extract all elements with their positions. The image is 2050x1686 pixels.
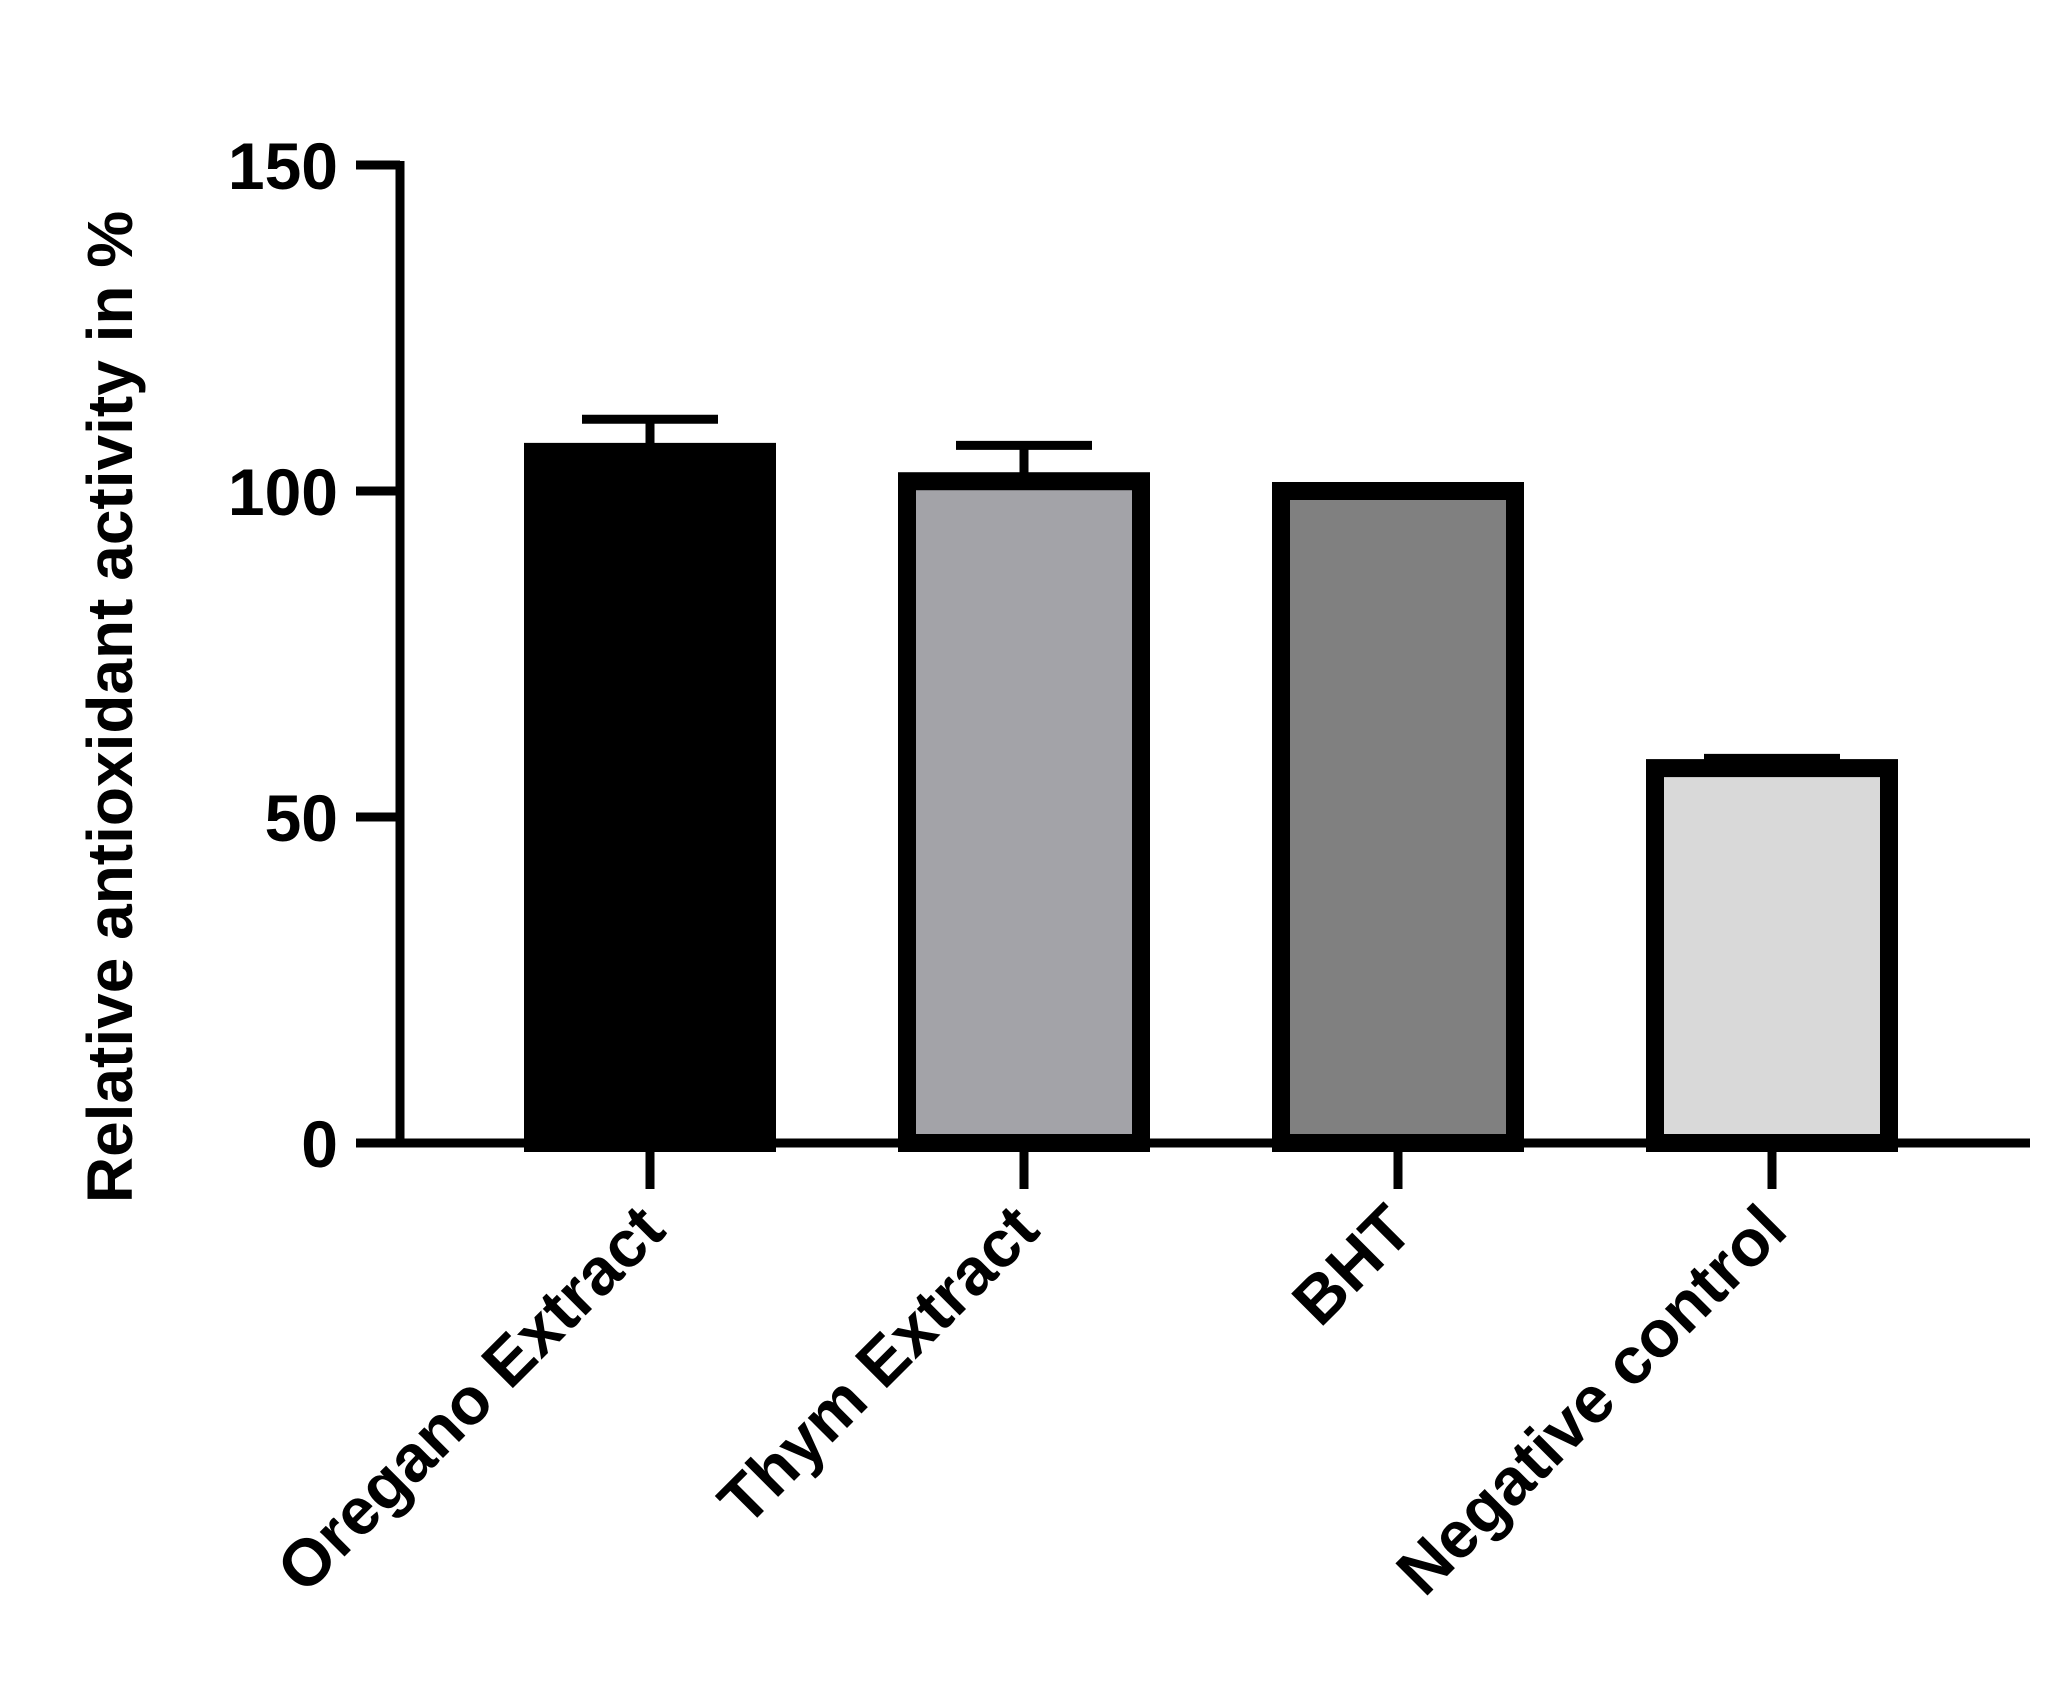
x-tick-label: Negative control: [1382, 1191, 1800, 1609]
bar-oregano-extract: [524, 442, 776, 1152]
x-tick-label: Thym Extract: [704, 1191, 1052, 1539]
bar-negative-control: [1646, 759, 1898, 1152]
bar-bht: [1272, 482, 1524, 1152]
y-tick-label: 100: [228, 455, 338, 529]
y-tick-label: 0: [301, 1107, 338, 1181]
y-tick-label: 50: [265, 781, 338, 855]
bar-thym-extract: [898, 472, 1150, 1153]
bars-layer: [524, 414, 1898, 1153]
y-axis-label: Relative antioxidant activity in %: [74, 211, 146, 1203]
y-tick-label: 150: [228, 129, 338, 203]
axes-layer: [395, 161, 2030, 1148]
x-tick-label: BHT: [1278, 1191, 1426, 1339]
x-tick-label: Oregano Extract: [262, 1191, 677, 1606]
